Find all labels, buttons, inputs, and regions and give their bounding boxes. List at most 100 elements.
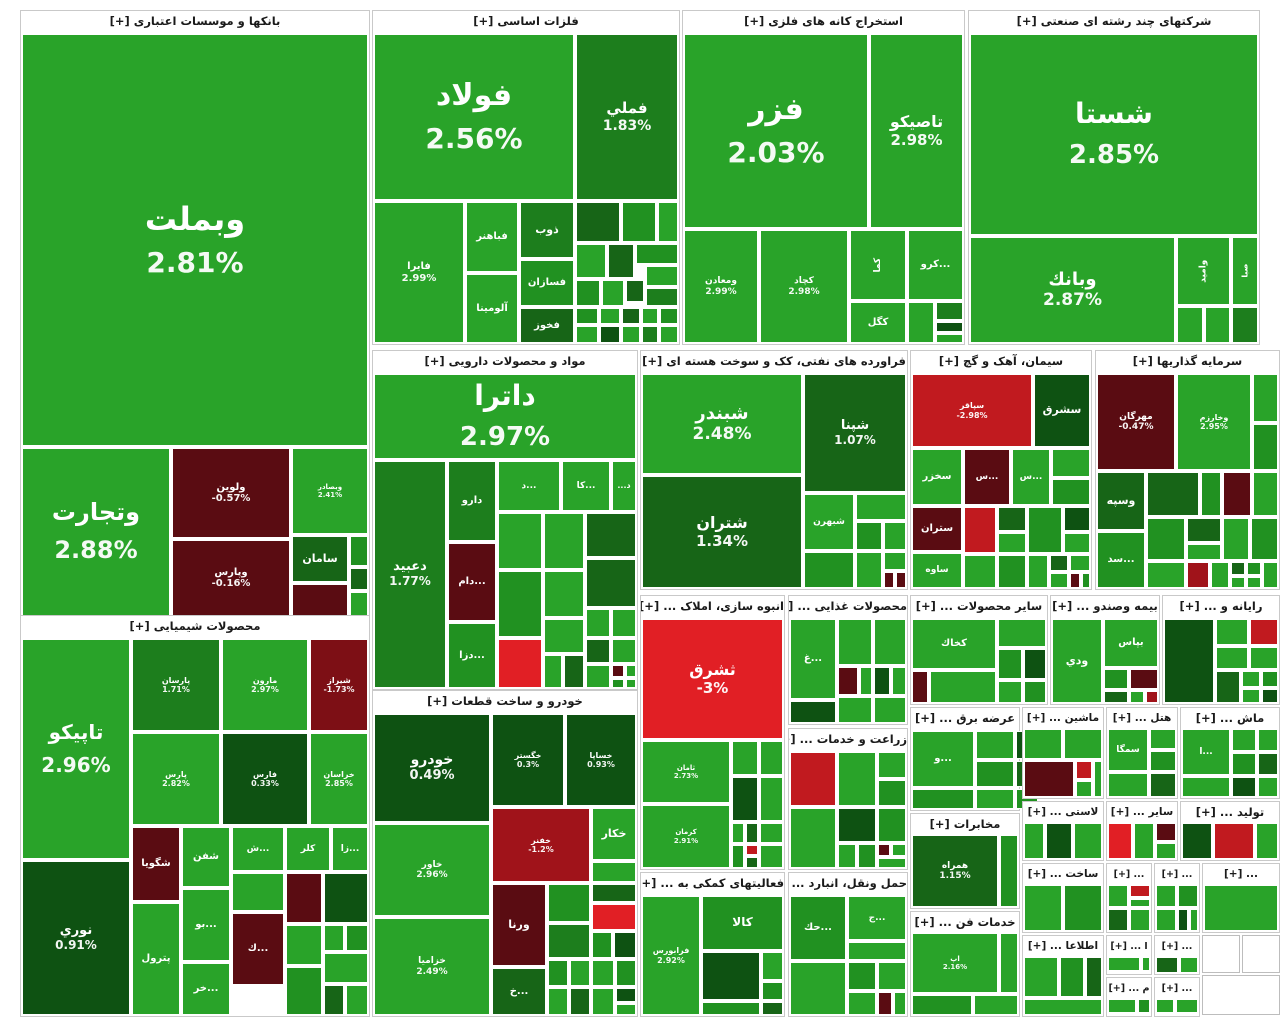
sector-header[interactable]: انبوه سازی، املاک ... [+] [641,599,784,613]
stock-tile-unlabeled[interactable] [658,202,678,242]
stock-tile-unlabeled[interactable] [1253,472,1278,516]
stock-tile-unlabeled[interactable] [1142,957,1150,971]
sector-header[interactable]: عرضه برق ... [+] [914,711,1016,725]
stock-tile-unlabeled[interactable] [1108,773,1148,797]
sector-header[interactable]: زراعت و خدمات ... [+] [789,732,907,746]
stock-tile[interactable]: ...ج [848,896,906,940]
stock-tile-unlabeled[interactable] [660,326,678,343]
stock-tile-unlabeled[interactable] [1094,761,1102,797]
sector-header[interactable]: محصولات شیمیایی [+] [129,619,261,633]
stock-tile-unlabeled[interactable] [622,308,640,324]
stock-tile-unlabeled[interactable] [974,995,1018,1015]
stock-tile-unlabeled[interactable] [856,552,882,588]
sector-header[interactable]: تولید ... [+] [1195,805,1265,819]
stock-tile-unlabeled[interactable] [1223,518,1249,560]
stock-tile-unlabeled[interactable] [936,322,963,332]
stock-tile[interactable]: فزر 2.03% [684,34,868,228]
sector-header[interactable]: خودرو و ساخت قطعات [+] [427,694,583,708]
stock-tile-unlabeled[interactable] [592,960,614,986]
stock-tile-unlabeled[interactable] [608,244,634,278]
stock-tile-unlabeled[interactable] [1156,999,1174,1013]
stock-tile[interactable]: ...دزا [448,623,496,688]
stock-tile-unlabeled[interactable] [324,953,368,983]
stock-tile-unlabeled[interactable] [1187,562,1209,588]
stock-tile[interactable]: سپاقر -2.98% [912,374,1032,447]
stock-tile-unlabeled[interactable] [1187,518,1221,542]
stock-tile-unlabeled[interactable] [1250,647,1278,669]
stock-tile-unlabeled[interactable] [1024,649,1046,679]
stock-tile-unlabeled[interactable] [838,808,876,842]
stock-tile-unlabeled[interactable] [1156,885,1176,907]
stock-tile-unlabeled[interactable] [1024,823,1044,859]
stock-tile-unlabeled[interactable] [912,995,972,1015]
stock-tile-unlabeled[interactable] [732,845,744,868]
stock-tile-unlabeled[interactable] [614,932,636,958]
stock-tile-unlabeled[interactable] [874,619,906,665]
stock-tile[interactable]: ...زا [332,827,368,871]
stock-tile-unlabeled[interactable] [1130,691,1144,703]
stock-tile-unlabeled[interactable] [1262,689,1278,703]
stock-tile[interactable]: ستران [912,507,962,551]
sector-header[interactable]: حمل ونقل، انبارد ... [+] [789,876,907,890]
stock-tile-unlabeled[interactable] [1147,562,1185,588]
sector-header[interactable]: ماشین ... [+] [1026,712,1100,724]
stock-tile-unlabeled[interactable] [286,873,322,923]
stock-tile-unlabeled[interactable] [1232,777,1256,797]
stock-tile-unlabeled[interactable] [292,584,348,616]
stock-tile-unlabeled[interactable] [894,992,906,1015]
stock-tile-unlabeled[interactable] [576,308,598,324]
stock-tile-unlabeled[interactable] [884,572,894,588]
sector-header[interactable]: سایر ... [+] [1110,806,1174,818]
stock-tile-unlabeled[interactable] [884,522,906,550]
stock-tile[interactable]: شتران 1.34% [642,476,802,588]
stock-tile-unlabeled[interactable] [642,308,658,324]
stock-tile-unlabeled[interactable] [1176,999,1198,1013]
stock-tile-unlabeled[interactable] [1216,619,1248,645]
stock-tile-unlabeled[interactable] [1060,957,1084,997]
stock-tile-unlabeled[interactable] [616,988,636,1002]
stock-tile-unlabeled[interactable] [1104,691,1128,703]
stock-tile-unlabeled[interactable] [586,513,636,557]
stock-tile-unlabeled[interactable] [1000,933,1018,993]
stock-tile-unlabeled[interactable] [1108,885,1128,907]
stock-tile[interactable]: شگویا [132,827,180,901]
stock-tile-unlabeled[interactable] [878,808,906,842]
stock-tile-unlabeled[interactable] [1211,562,1229,588]
stock-tile-unlabeled[interactable] [1242,689,1260,703]
stock-tile-unlabeled[interactable] [998,507,1026,531]
stock-tile[interactable]: ...د [498,461,560,511]
stock-tile[interactable]: وامید [1177,237,1230,305]
stock-tile-unlabeled[interactable] [592,988,614,1015]
sector-header[interactable]: خدمات فن ... [+] [914,915,1016,929]
stock-tile[interactable]: ثامان 2.73% [642,741,730,803]
stock-tile-unlabeled[interactable] [592,932,612,958]
sector-header[interactable]: ... [+] [1113,869,1145,880]
sector-header[interactable]: بیمه وصندو ... [+] [1052,599,1158,613]
stock-tile[interactable]: کالا [702,896,783,950]
stock-tile-unlabeled[interactable] [746,823,758,843]
stock-tile-unlabeled[interactable] [878,858,906,868]
stock-tile[interactable]: تاصیکو 2.98% [870,34,963,228]
stock-tile-unlabeled[interactable] [1138,999,1150,1013]
stock-tile[interactable]: خراسان 2.85% [310,733,368,825]
stock-tile-unlabeled[interactable] [592,884,636,902]
stock-tile[interactable]: ورنا [492,884,546,966]
stock-tile-unlabeled[interactable] [1251,518,1278,560]
stock-tile[interactable]: سمگا [1108,729,1148,771]
sector-header[interactable]: مخابرات [+] [929,817,1001,831]
stock-tile-unlabeled[interactable] [1050,573,1068,588]
stock-tile-unlabeled[interactable] [998,649,1022,679]
stock-tile[interactable]: کگل [850,302,906,343]
stock-tile[interactable]: فسازان [520,260,574,306]
stock-tile-unlabeled[interactable] [498,571,542,637]
stock-tile-unlabeled[interactable] [1177,307,1203,343]
sector-header[interactable]: فراورده های نفتی، کک و سوخت هسته ای [+] [642,354,906,368]
stock-tile-unlabeled[interactable] [1258,729,1278,751]
stock-tile-unlabeled[interactable] [1204,885,1278,931]
stock-tile[interactable]: نوري 0.91% [22,861,130,1015]
stock-tile[interactable]: وپارس -0.16% [172,540,290,616]
stock-tile-unlabeled[interactable] [1187,544,1221,560]
stock-tile-unlabeled[interactable] [908,302,934,343]
stock-tile[interactable]: د... [612,461,636,511]
stock-tile[interactable]: ...ش [232,827,284,871]
